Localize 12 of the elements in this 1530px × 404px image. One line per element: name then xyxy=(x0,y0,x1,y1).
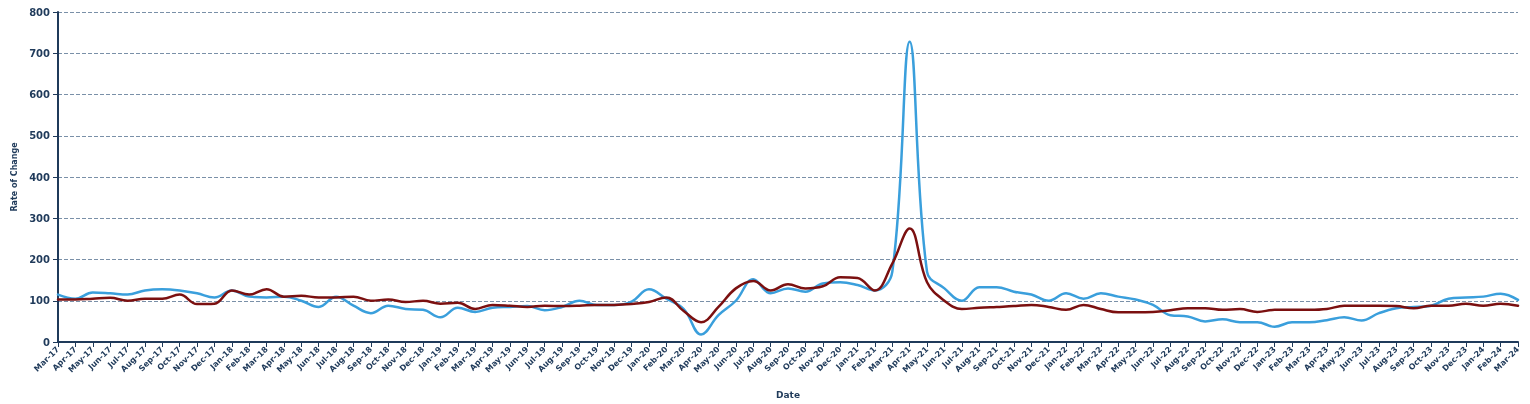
y-tick-label: 600 xyxy=(29,89,51,100)
y-tick-label: 700 xyxy=(29,47,51,59)
y-axis-title: Rate of Change xyxy=(9,141,19,212)
line-series xyxy=(56,227,1520,324)
x-axis-title: Date xyxy=(776,389,800,400)
y-tick-label: 500 xyxy=(29,130,51,142)
y-tick-label: 300 xyxy=(29,212,51,224)
y-tick-label: 200 xyxy=(29,254,51,265)
y-tick-label: 400 xyxy=(29,171,51,183)
y-tick-label: 800 xyxy=(29,6,51,18)
y-tick-label: 0 xyxy=(43,336,51,348)
y-tick-label: 100 xyxy=(29,295,51,307)
